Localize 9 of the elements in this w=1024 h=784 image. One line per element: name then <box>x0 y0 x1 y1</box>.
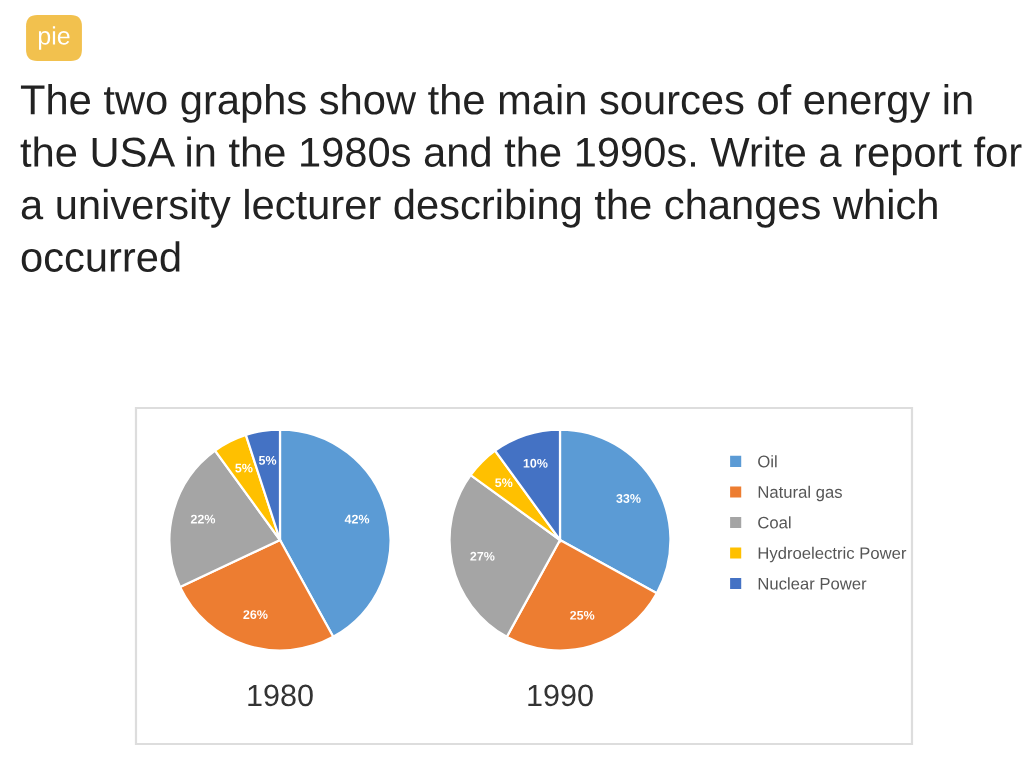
legend-label: Natural gas <box>758 485 842 502</box>
text: 1990 <box>528 684 593 707</box>
legend-label: Nuclear Power <box>758 577 867 590</box>
legend-label: Coal <box>758 516 791 529</box>
text: 1980 <box>248 684 313 707</box>
legend-label: Hydroelectric Power <box>758 546 907 563</box>
legend-label: Oil <box>758 455 777 468</box>
text: pie <box>38 26 70 50</box>
chart-title: The two graphs show the main sources of energy in the USA in the 1980s and the 1990s. Write a report for a university lecturer describing the changes which occurred <box>20 84 1022 272</box>
